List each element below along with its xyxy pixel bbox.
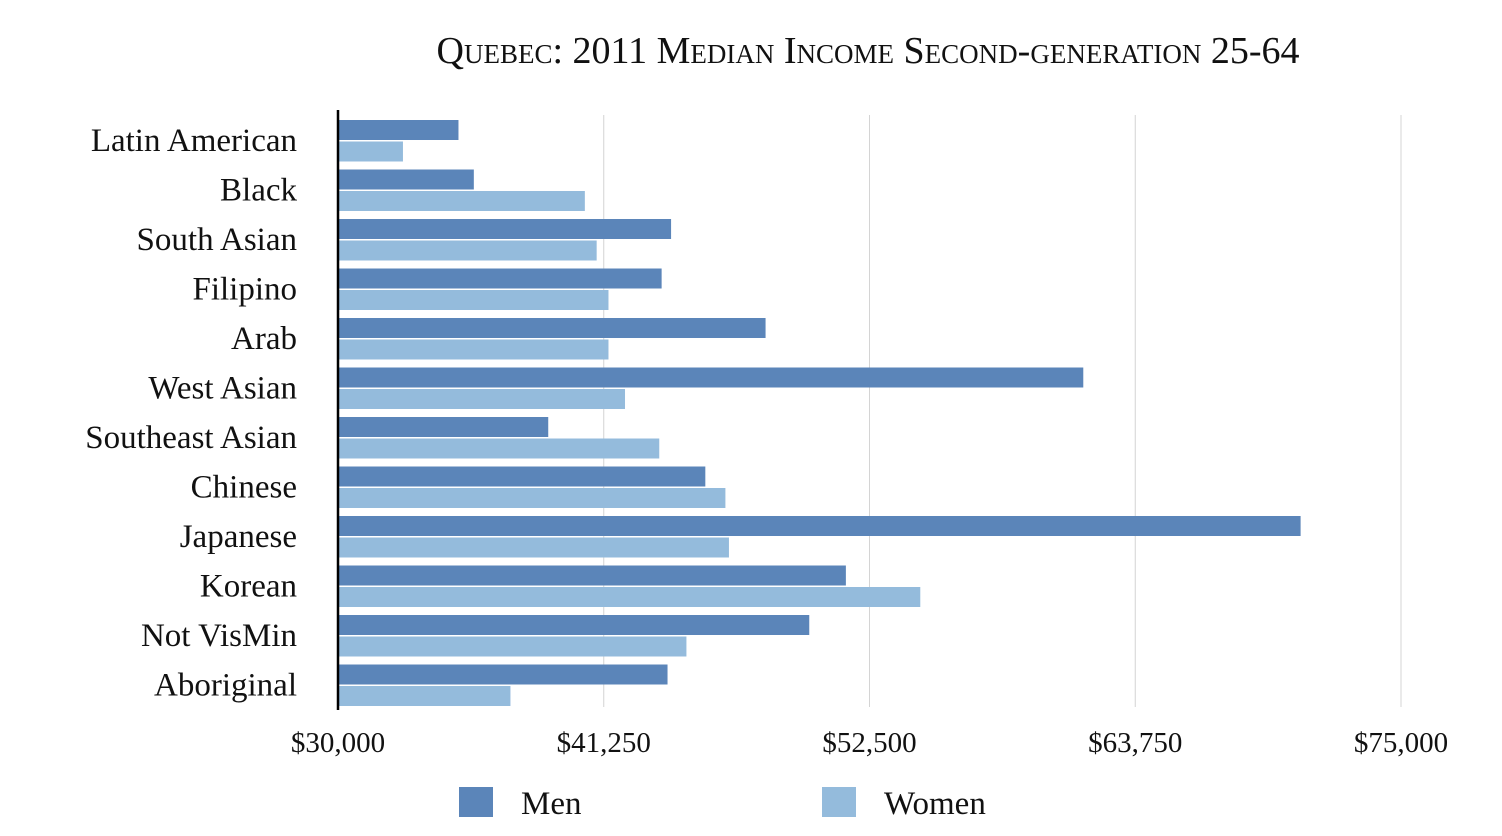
bar-men xyxy=(338,318,766,338)
category-label: Black xyxy=(220,173,297,209)
bar-women xyxy=(338,587,921,607)
bar-women xyxy=(338,290,609,310)
x-tick-label: $75,000 xyxy=(1354,727,1448,759)
legend-label-men: Men xyxy=(521,786,582,822)
bar-men xyxy=(338,367,1084,388)
bar-men xyxy=(338,169,474,190)
bar-men xyxy=(338,120,459,140)
bar-women xyxy=(338,686,511,706)
x-tick-label: $52,500 xyxy=(822,727,916,759)
bar-women xyxy=(338,488,726,508)
category-label: Aboriginal xyxy=(154,668,297,704)
bar-women xyxy=(338,537,729,558)
category-label: Arab xyxy=(231,321,297,357)
category-label: Not VisMin xyxy=(141,618,297,654)
bar-women xyxy=(338,191,585,211)
legend-swatch-women xyxy=(822,787,856,817)
bar-women xyxy=(338,438,660,459)
legend-label-women: Women xyxy=(884,786,986,822)
category-label: West Asian xyxy=(148,371,297,407)
bar-women xyxy=(338,636,687,657)
bar-men xyxy=(338,664,668,685)
bar-men xyxy=(338,615,810,635)
category-label: Latin American xyxy=(91,123,297,159)
bar-men xyxy=(338,516,1301,536)
bar-men xyxy=(338,268,662,289)
bar-men xyxy=(338,417,549,437)
bar-men xyxy=(338,466,706,487)
bar-women xyxy=(338,141,403,162)
chart-title: Quebec: 2011 Median Income Second-genera… xyxy=(437,30,1300,72)
category-label: Chinese xyxy=(191,470,297,506)
bar-women xyxy=(338,240,597,261)
bar-women xyxy=(338,339,609,360)
x-tick-label: $41,250 xyxy=(557,727,651,759)
x-tick-label: $30,000 xyxy=(291,727,385,759)
category-label: Filipino xyxy=(192,272,297,308)
category-label: Korean xyxy=(200,569,297,605)
bar-men xyxy=(338,219,672,239)
bar-women xyxy=(338,389,626,409)
x-tick-label: $63,750 xyxy=(1088,727,1182,759)
legend-swatch-men xyxy=(459,787,493,817)
category-label: Southeast Asian xyxy=(85,420,297,456)
category-label: South Asian xyxy=(137,222,297,258)
bar-men xyxy=(338,565,846,586)
category-label: Japanese xyxy=(180,519,297,555)
